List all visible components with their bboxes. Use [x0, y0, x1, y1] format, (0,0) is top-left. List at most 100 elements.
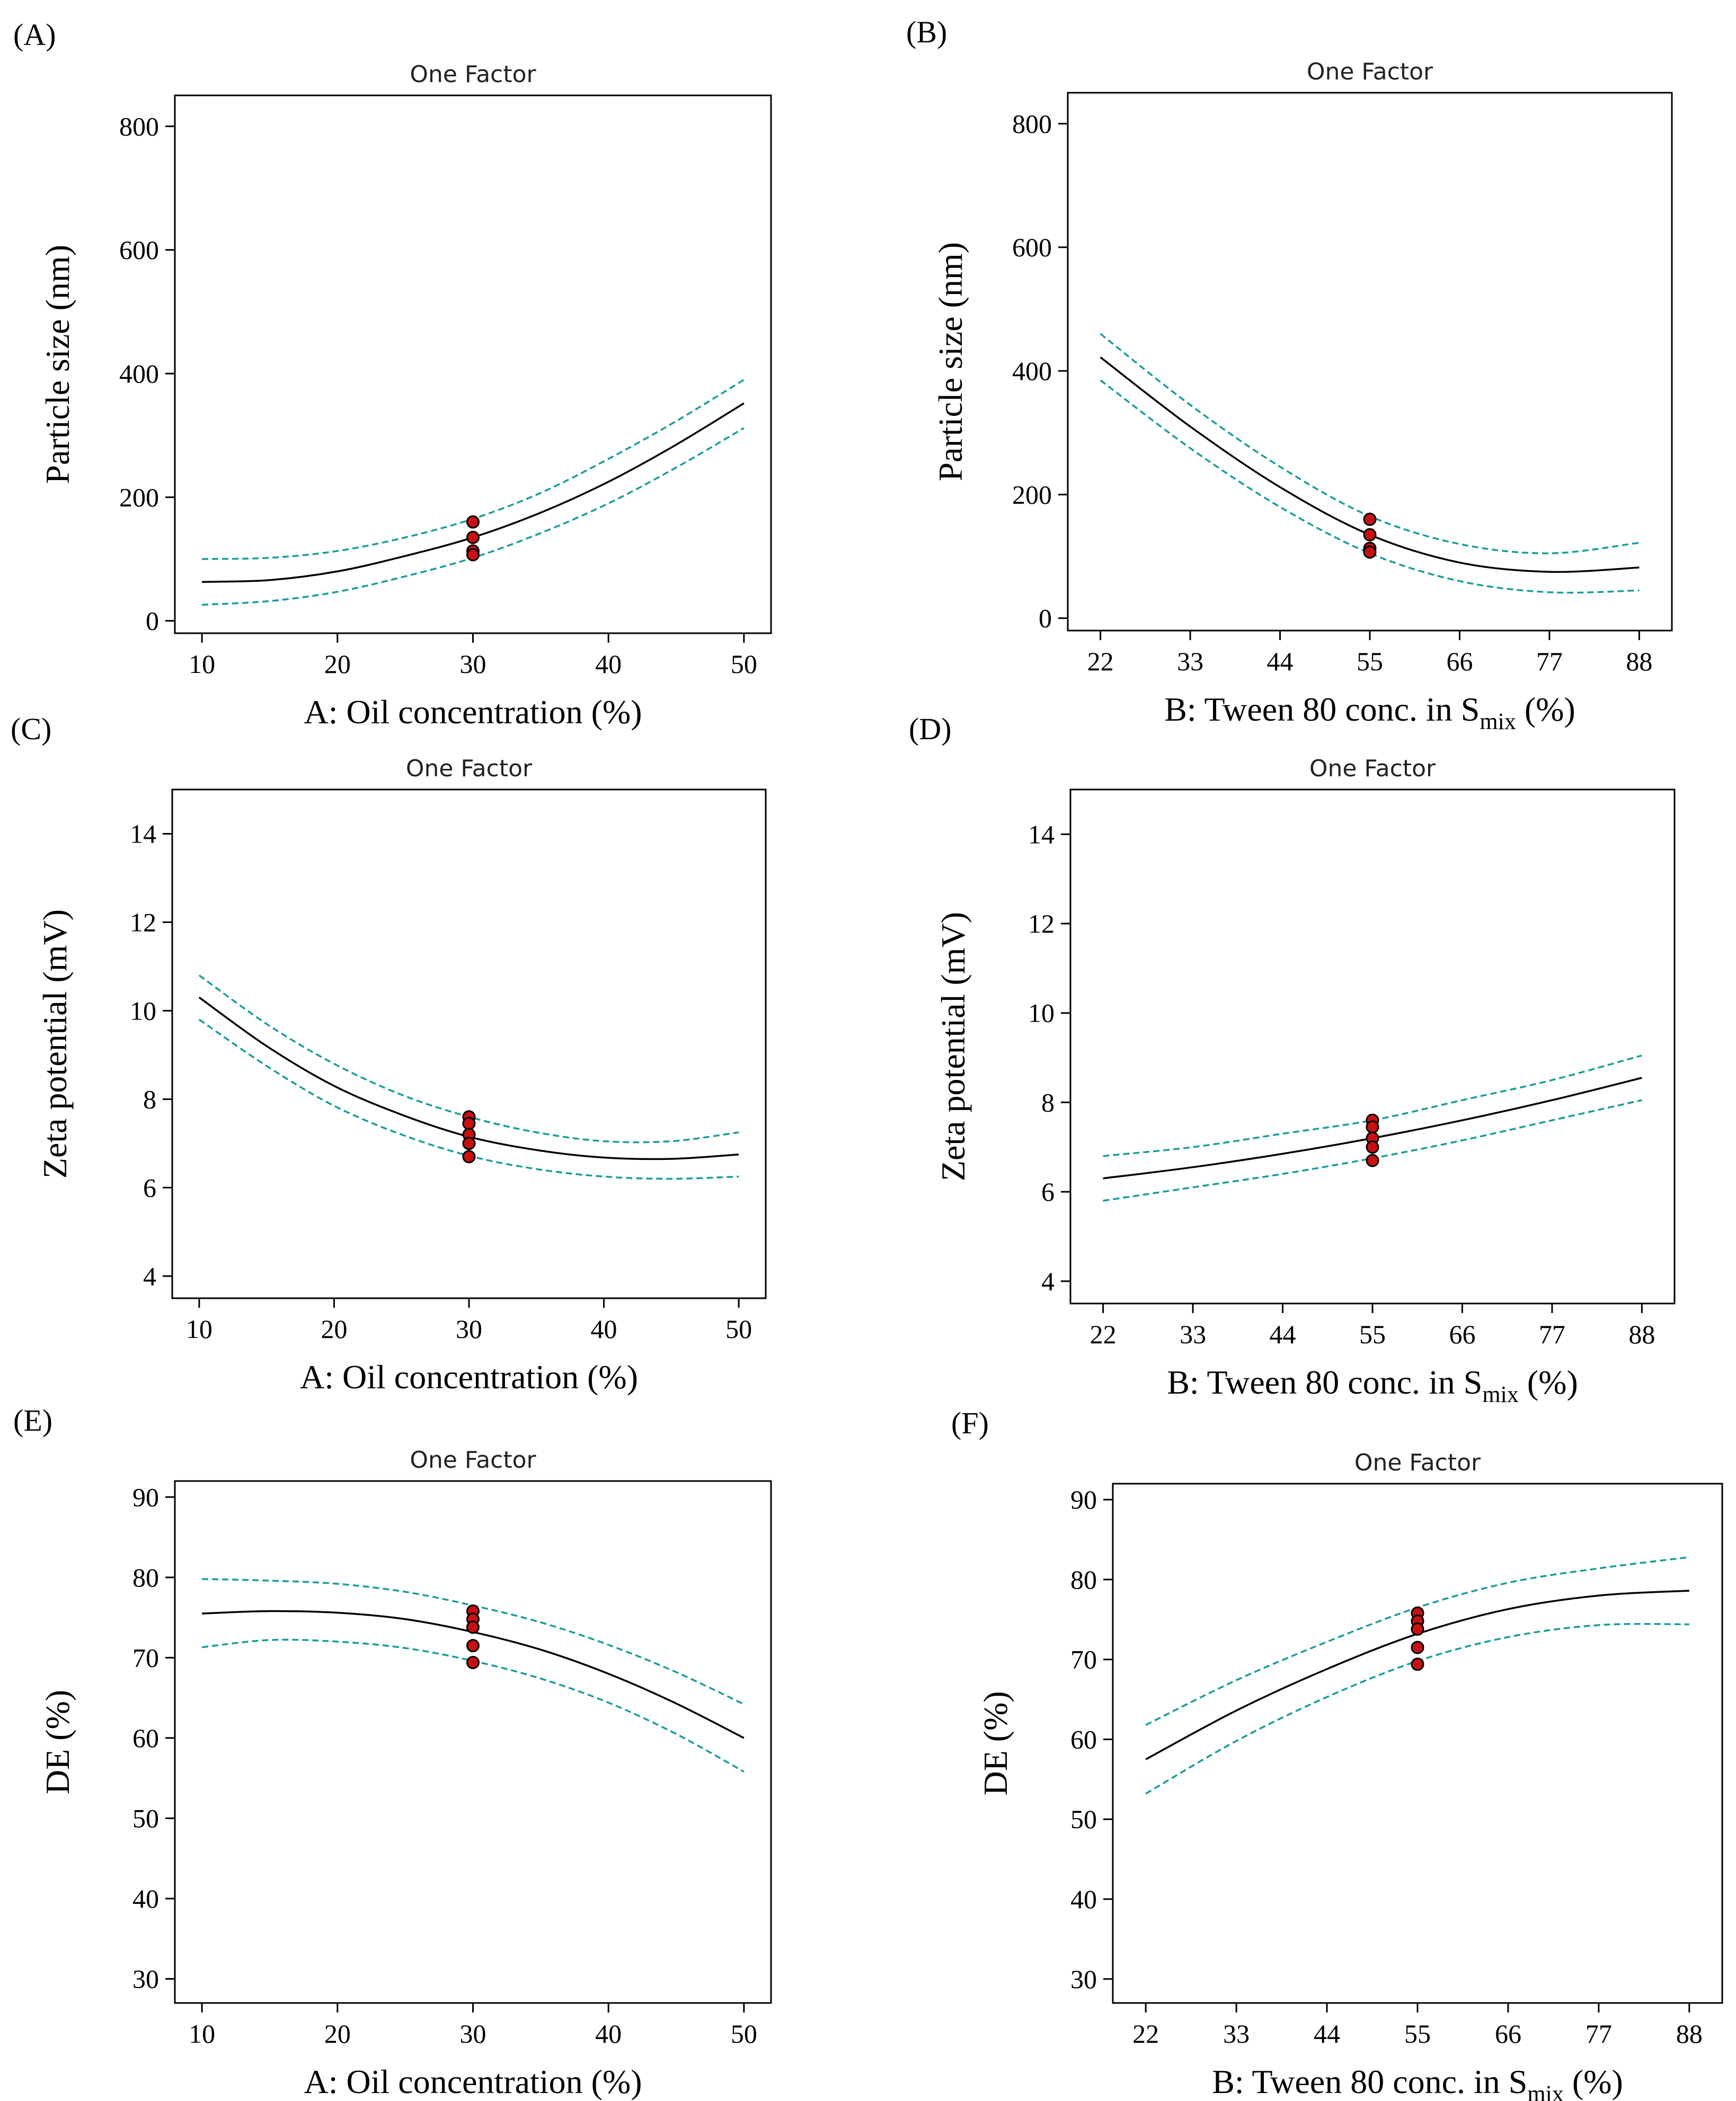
- x-axis-title: B: Tween 80 conc. in Smix (%): [1212, 2063, 1623, 2101]
- y-tick-label: 400: [1012, 356, 1052, 386]
- y-tick-label: 4: [143, 1261, 156, 1291]
- chart-panel-a: (A) One Factor 0 200 400 600 800 10 20 30 40 50 A: O…: [13, 17, 772, 731]
- design-point: [466, 1639, 480, 1653]
- y-tick-label: 10: [130, 996, 156, 1025]
- x-tick-label: 55: [1359, 1319, 1386, 1349]
- x-tick-label: 44: [1267, 646, 1294, 676]
- chart-title: One Factor: [1307, 58, 1433, 85]
- y-tick-label: 40: [132, 1884, 159, 1913]
- chart-title: One Factor: [406, 755, 533, 782]
- panel-letter: (D): [909, 712, 952, 746]
- x-axis-title-main: B: Tween 80 conc. in S: [1167, 1363, 1482, 1401]
- x-axis-title-main: A: Oil concentration (%): [304, 693, 642, 731]
- x-tick-label: 10: [186, 1314, 212, 1344]
- x-tick-label: 77: [1536, 646, 1563, 676]
- design-point: [1366, 1140, 1379, 1154]
- y-tick-label: 0: [146, 606, 159, 636]
- x-tick-label: 30: [456, 1314, 482, 1344]
- x-tick-label: 22: [1132, 2019, 1159, 2049]
- plot-frame: [171, 788, 767, 1299]
- y-axis-title: Zeta potential (mV): [36, 909, 74, 1178]
- y-axis-title: Particle size (nm): [932, 242, 969, 481]
- x-axis-title-tail: (%): [1516, 690, 1575, 728]
- x-axis-title-tail: (%): [1519, 1363, 1578, 1401]
- y-tick-label: 8: [143, 1084, 156, 1114]
- y-tick-label: 70: [1070, 1645, 1097, 1674]
- x-tick-label: 20: [321, 1314, 347, 1344]
- y-axis-title: DE (%): [977, 1691, 1014, 1795]
- y-tick-label: 30: [1070, 1964, 1097, 1994]
- chart-title: One Factor: [1354, 1449, 1481, 1476]
- x-tick-label: 50: [731, 649, 757, 679]
- panel-letter: (B): [906, 15, 947, 49]
- x-axis-title: A: Oil concentration (%): [304, 2063, 642, 2100]
- x-axis-title-main: B: Tween 80 conc. in S: [1164, 690, 1480, 728]
- chart-title: One Factor: [1309, 755, 1436, 782]
- design-point: [466, 1655, 480, 1669]
- x-axis-title-subscript: mix: [1480, 708, 1516, 734]
- x-axis-title: B: Tween 80 conc. in Smix (%): [1164, 690, 1575, 734]
- panel-letter: (F): [951, 1406, 989, 1440]
- x-tick-label: 44: [1314, 2019, 1340, 2049]
- x-tick-label: 66: [1495, 2019, 1521, 2049]
- y-tick-label: 80: [132, 1563, 159, 1592]
- y-tick-label: 90: [1070, 1485, 1097, 1514]
- x-tick-label: 33: [1180, 1319, 1206, 1349]
- chart-panel-b: (B) One Factor 0 200 400 600 800 22 33 44 55 66 77 88…: [906, 15, 1673, 734]
- y-tick-label: 12: [130, 907, 156, 937]
- y-tick-label: 0: [1039, 604, 1052, 633]
- x-tick-label: 22: [1087, 646, 1114, 676]
- x-tick-label: 40: [595, 649, 622, 679]
- plot-frame: [174, 1480, 772, 2004]
- y-tick-label: 50: [132, 1803, 159, 1833]
- x-tick-label: 55: [1404, 2019, 1431, 2049]
- plot-frame: [1112, 1483, 1723, 2004]
- y-tick-label: 14: [130, 819, 156, 848]
- design-point: [1363, 512, 1377, 526]
- y-tick-label: 600: [1012, 233, 1052, 262]
- plot-frame: [1069, 788, 1676, 1305]
- y-tick-label: 8: [1041, 1087, 1055, 1117]
- y-tick-label: 30: [132, 1964, 159, 1994]
- design-point: [1363, 528, 1377, 542]
- y-tick-label: 600: [119, 235, 159, 265]
- x-tick-label: 50: [731, 2019, 757, 2049]
- x-axis-title-tail: (%): [1564, 2063, 1623, 2100]
- design-point: [462, 1137, 476, 1150]
- y-tick-label: 80: [1070, 1565, 1097, 1594]
- chart-title: One Factor: [410, 1447, 536, 1474]
- x-axis-title: B: Tween 80 conc. in Smix (%): [1167, 1363, 1578, 1407]
- x-tick-label: 33: [1177, 646, 1203, 676]
- chart-panel-c: (C) One Factor 4 6 8 10 12 14 10 20 30 40 50 A: Oil c…: [11, 712, 767, 1396]
- x-axis-title-subscript: mix: [1482, 1381, 1518, 1407]
- lower-ci-line: [1100, 379, 1640, 594]
- x-tick-label: 44: [1270, 1319, 1296, 1349]
- x-tick-label: 22: [1090, 1319, 1117, 1349]
- y-axis-title: Zeta potential (mV): [934, 912, 972, 1181]
- y-tick-label: 4: [1041, 1266, 1055, 1296]
- y-tick-label: 800: [1012, 109, 1052, 138]
- x-tick-label: 33: [1223, 2019, 1250, 2049]
- x-axis-title-main: A: Oil concentration (%): [300, 1358, 638, 1396]
- y-tick-label: 10: [1028, 998, 1055, 1028]
- design-point: [466, 1620, 480, 1634]
- chart-panel-d: (D) One Factor 4 6 8 10 12 14 22 33 44 55 66 77 88 B: T…: [909, 712, 1676, 1407]
- design-point: [1366, 1154, 1379, 1167]
- design-point: [1366, 1120, 1379, 1134]
- design-point: [466, 548, 480, 562]
- x-axis-title: A: Oil concentration (%): [300, 1358, 638, 1396]
- x-tick-label: 10: [189, 2019, 215, 2049]
- design-point: [462, 1150, 476, 1164]
- y-tick-label: 50: [1070, 1804, 1097, 1834]
- design-point: [466, 530, 480, 544]
- panel-letter: (A): [13, 17, 56, 52]
- y-tick-label: 70: [132, 1643, 159, 1672]
- x-tick-label: 20: [324, 649, 351, 679]
- x-tick-label: 88: [1676, 2019, 1703, 2049]
- x-tick-label: 88: [1626, 646, 1652, 676]
- chart-panel-f: (F) One Factor 30 40 50 60 70 80 90 22 33 44 55 66 77 8…: [951, 1406, 1723, 2101]
- design-point: [462, 1116, 476, 1130]
- design-point: [1411, 1622, 1424, 1636]
- x-tick-label: 88: [1628, 1319, 1655, 1349]
